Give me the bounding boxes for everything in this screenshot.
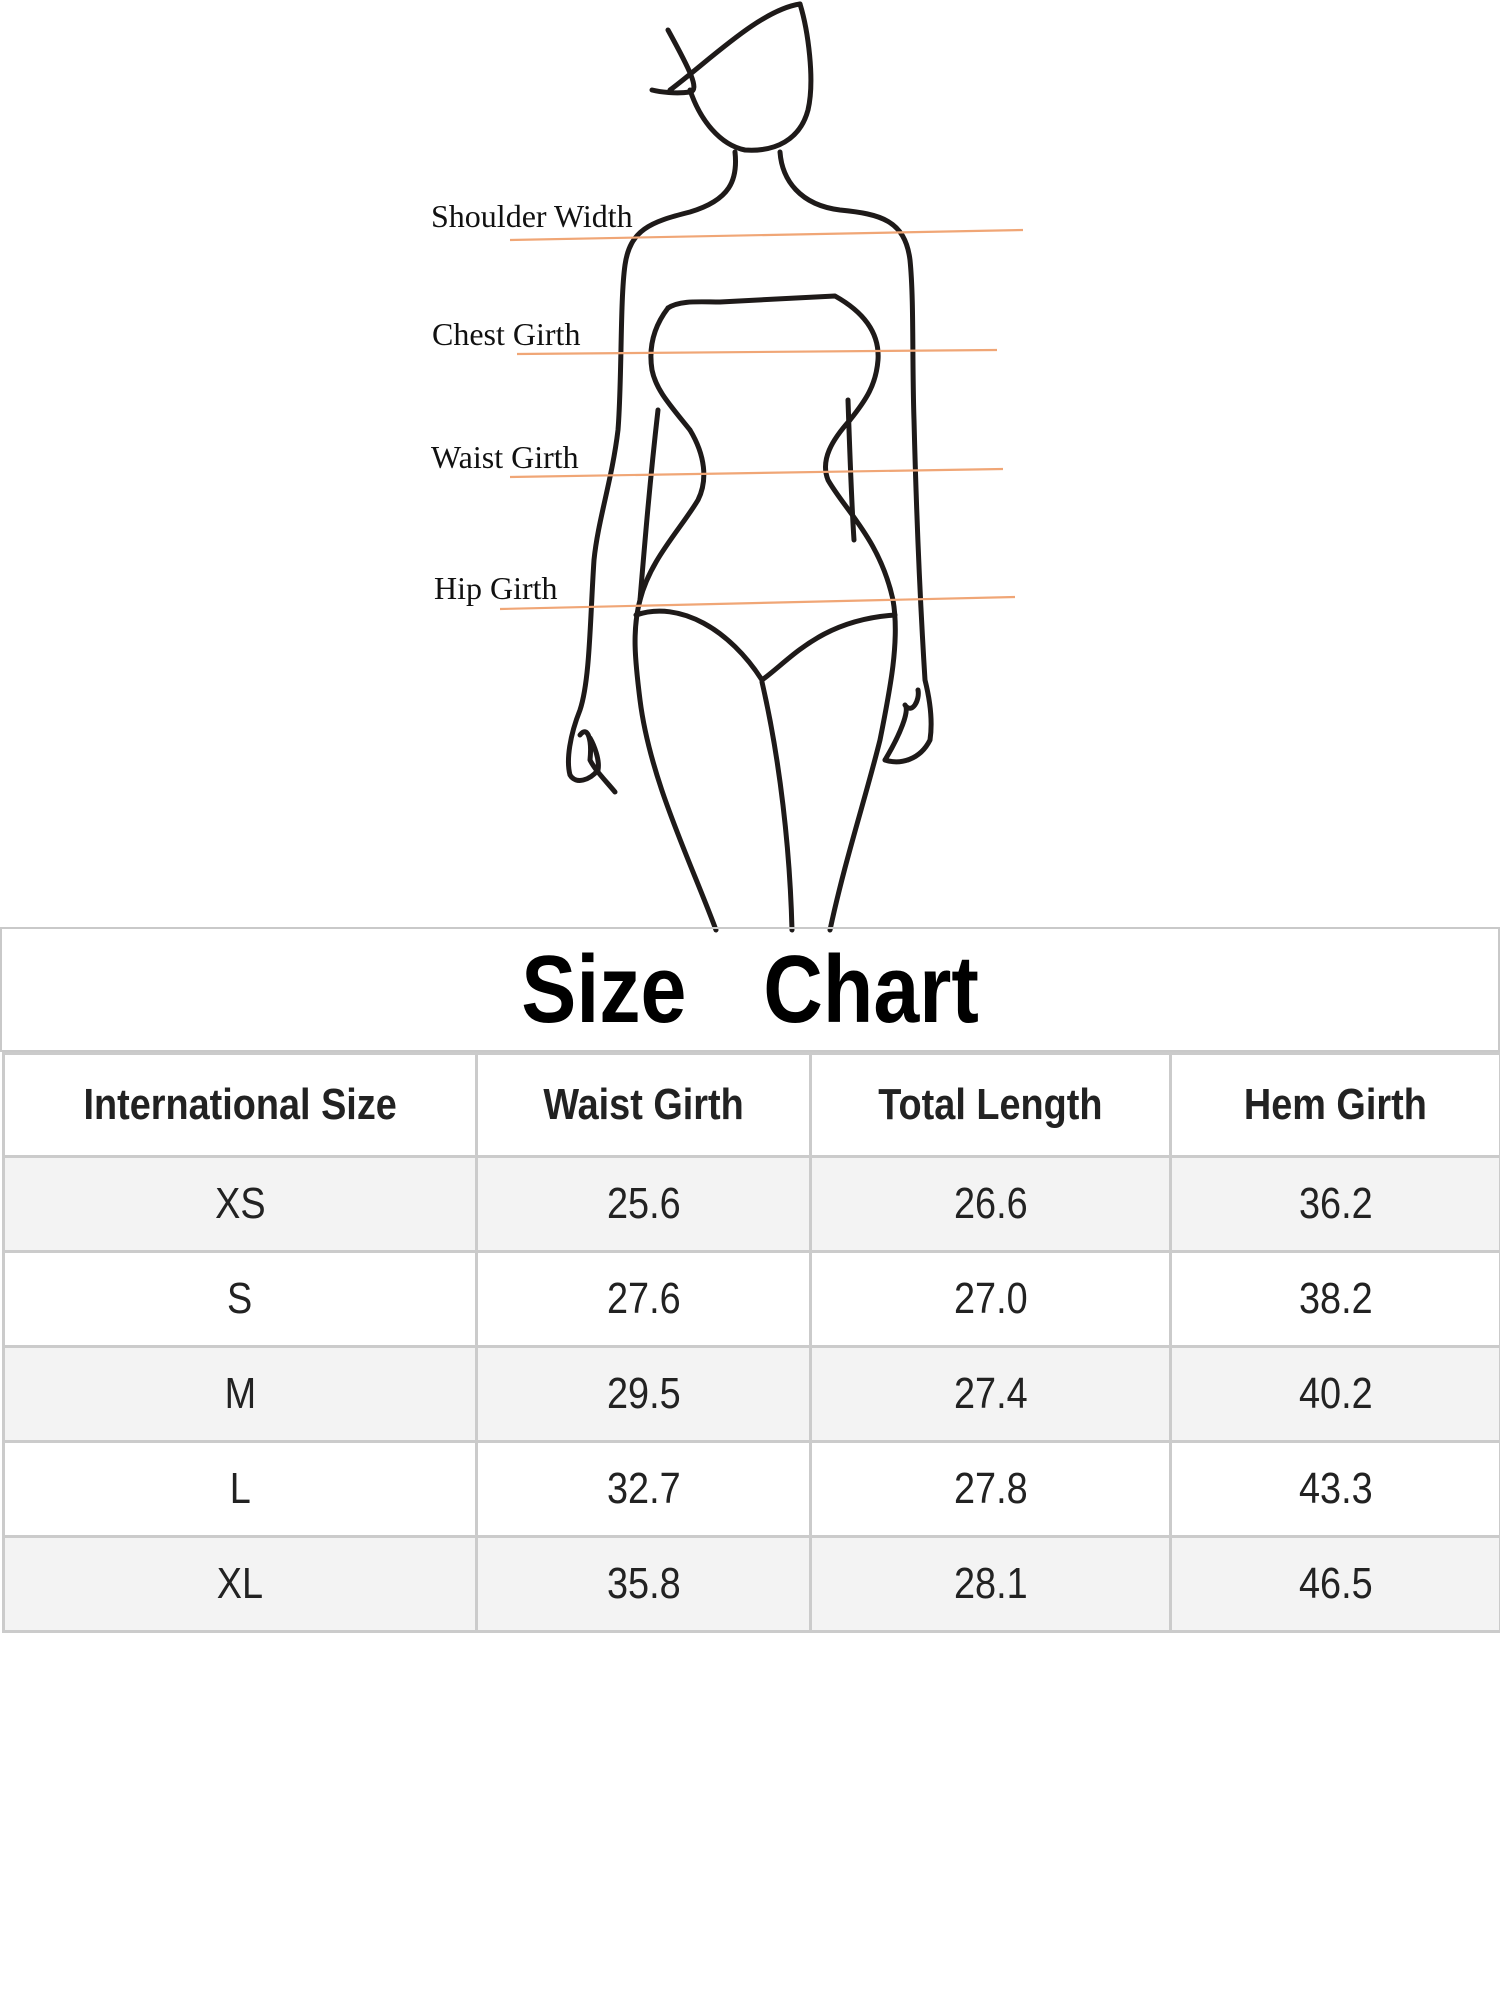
waist-girth-cell: 32.7 bbox=[475, 1440, 812, 1538]
size-cell: M bbox=[2, 1345, 478, 1443]
total-length-cell: 28.1 bbox=[809, 1535, 1172, 1633]
waist-girth-cell: 27.6 bbox=[475, 1250, 812, 1348]
table-row: XS 25.6 26.6 36.2 bbox=[2, 1155, 1500, 1253]
hem-girth-cell: 46.5 bbox=[1169, 1535, 1500, 1633]
body-measurement-figure bbox=[499, 1, 1024, 933]
measurement-lines bbox=[499, 228, 1024, 611]
header-row: International Size Waist Girth Total Len… bbox=[2, 1052, 1500, 1158]
header-international-size: International Size bbox=[2, 1052, 478, 1158]
size-chart-title: Size Chart bbox=[521, 935, 979, 1043]
total-length-cell: 26.6 bbox=[809, 1155, 1172, 1253]
size-cell: XL bbox=[2, 1535, 478, 1633]
header-waist-girth: Waist Girth bbox=[475, 1052, 812, 1158]
body-outline bbox=[565, 1, 934, 933]
waist-girth-label: Waist Girth bbox=[431, 439, 579, 475]
total-length-cell: 27.8 bbox=[809, 1440, 1172, 1538]
waist-girth-cell: 35.8 bbox=[475, 1535, 812, 1633]
shoulder-width-label: Shoulder Width bbox=[431, 198, 633, 234]
table-row: S 27.6 27.0 38.2 bbox=[2, 1250, 1500, 1348]
table-row: XL 35.8 28.1 46.5 bbox=[2, 1535, 1500, 1633]
size-cell: XS bbox=[2, 1155, 478, 1253]
size-table: International Size Waist Girth Total Len… bbox=[2, 1052, 1500, 1633]
header-total-length: Total Length bbox=[809, 1052, 1172, 1158]
chest-girth-line bbox=[516, 348, 998, 356]
hem-girth-cell: 36.2 bbox=[1169, 1155, 1500, 1253]
waist-girth-cell: 25.6 bbox=[475, 1155, 812, 1253]
hip-girth-line bbox=[499, 595, 1016, 611]
hem-girth-cell: 38.2 bbox=[1169, 1250, 1500, 1348]
waist-girth-line bbox=[509, 467, 1004, 479]
table-row: M 29.5 27.4 40.2 bbox=[2, 1345, 1500, 1443]
hem-girth-cell: 43.3 bbox=[1169, 1440, 1500, 1538]
size-cell: L bbox=[2, 1440, 478, 1538]
table-row: L 32.7 27.8 43.3 bbox=[2, 1440, 1500, 1538]
hip-girth-label: Hip Girth bbox=[434, 570, 558, 606]
total-length-cell: 27.0 bbox=[809, 1250, 1172, 1348]
hem-girth-cell: 40.2 bbox=[1169, 1345, 1500, 1443]
size-chart-title-box: Size Chart bbox=[0, 927, 1500, 1052]
total-length-cell: 27.4 bbox=[809, 1345, 1172, 1443]
chest-girth-label: Chest Girth bbox=[432, 316, 581, 352]
shoulder-width-line bbox=[509, 228, 1024, 242]
size-cell: S bbox=[2, 1250, 478, 1348]
waist-girth-cell: 29.5 bbox=[475, 1345, 812, 1443]
header-hem-girth: Hem Girth bbox=[1169, 1052, 1500, 1158]
